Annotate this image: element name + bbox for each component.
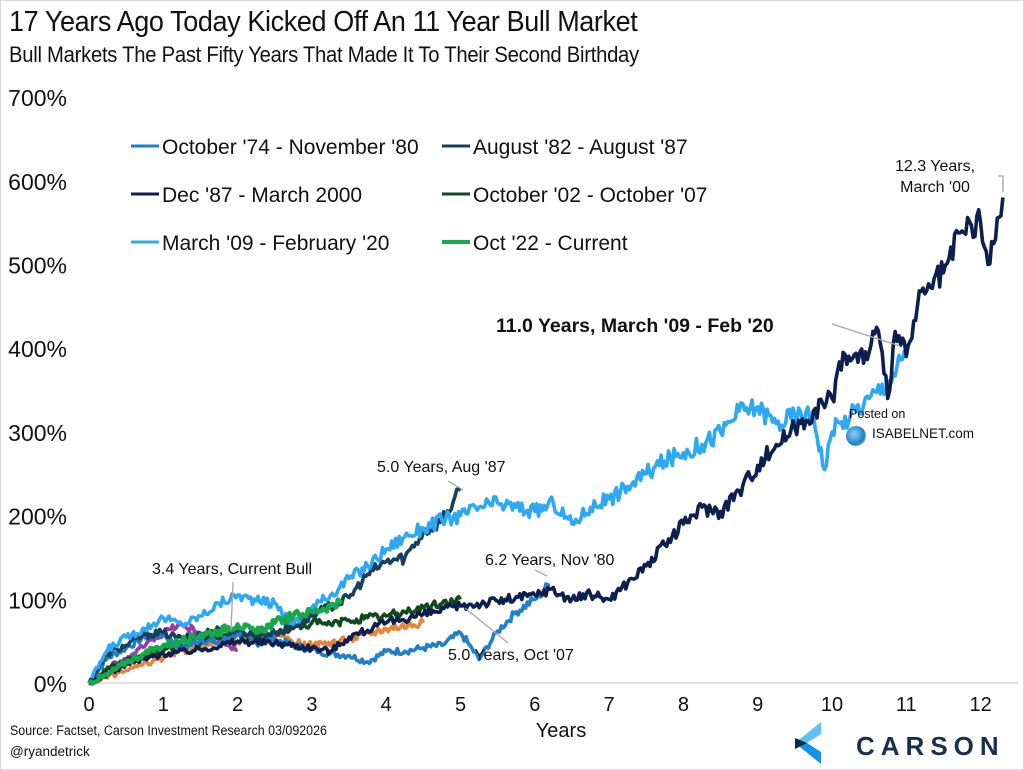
watermark: Posted on ISABELNET.com — [846, 407, 974, 446]
x-tick-label: 2 — [232, 694, 243, 716]
axes: 0%100%200%300%400%500%600%700%0 1 2 3 4 5 6 7 8 9… — [8, 85, 1018, 742]
legend-label: August '82 - August '87 — [473, 136, 688, 159]
annotation-label: 11.0 Years, March '09 - Feb '20 — [496, 315, 774, 337]
annotation-leader — [447, 480, 464, 491]
annotations: 12.3 Years, March '00 11.0 Years, March '0… — [152, 158, 1004, 664]
x-tick-label: 7 — [604, 694, 615, 716]
x-tick-label: 6 — [529, 694, 540, 716]
y-tick-label: 500% — [8, 253, 67, 279]
carson-logo-icon — [795, 722, 821, 764]
y-tick-label: 300% — [8, 420, 67, 446]
x-tick-label: 1 — [158, 694, 169, 716]
brand-name: CARSON — [856, 731, 1005, 761]
annotation-label: 5.0 Years, Aug '87 — [377, 459, 506, 476]
annotation-label: 5.0 Years, Oct '07 — [448, 647, 574, 664]
legend-label: Oct '22 - Current — [473, 232, 628, 255]
y-tick-label: 200% — [8, 504, 67, 530]
x-tick-label: 11 — [896, 694, 917, 716]
legend-label: October '02 - October '07 — [473, 184, 707, 207]
legend: October '74 - November '80 August '82 - A… — [131, 136, 707, 255]
series-line — [87, 197, 1005, 684]
annotation-leader — [464, 607, 509, 644]
annotation-leader — [230, 581, 234, 631]
annotation-leader — [831, 323, 901, 347]
y-tick-label: 100% — [8, 587, 67, 613]
x-axis-label: Years — [536, 720, 586, 742]
legend-label: Dec '87 - March 2000 — [162, 184, 362, 207]
annotation-leader — [998, 175, 1004, 192]
annotation-label: March '00 — [900, 179, 970, 196]
y-tick-label: 600% — [8, 169, 67, 195]
legend-label: October '74 - November '80 — [162, 136, 419, 159]
annotation-label: 6.2 Years, Nov '80 — [485, 552, 614, 569]
x-tick-label: 0 — [83, 694, 94, 716]
series-line — [87, 486, 462, 684]
legend-label: March '09 - February '20 — [162, 232, 389, 255]
annotation-label: 12.3 Years, — [895, 158, 975, 175]
series-group — [87, 197, 1005, 686]
author-handle: @ryandetrick — [10, 744, 90, 759]
chart-subtitle: Bull Markets The Past Fifty Years That M… — [9, 42, 639, 67]
series-line — [87, 349, 908, 685]
x-tick-label: 10 — [821, 694, 843, 716]
annotation-label: 3.4 Years, Current Bull — [152, 561, 312, 578]
series-line — [87, 597, 344, 686]
x-tick-label: 12 — [969, 694, 991, 716]
y-tick-label: 400% — [8, 336, 67, 362]
x-tick-label: 9 — [752, 694, 763, 716]
watermark-site: ISABELNET.com — [872, 426, 975, 441]
x-tick-label: 8 — [678, 694, 689, 716]
x-tick-label: 3 — [306, 694, 317, 716]
globe-icon — [846, 426, 866, 446]
x-tick-label: 4 — [381, 694, 392, 716]
source-note: Source: Factset, Carson Investment Resea… — [10, 723, 327, 738]
annotation-leader — [534, 569, 548, 577]
chart-title: 17 Years Ago Today Kicked Off An 11 Year… — [9, 6, 638, 38]
watermark-posted: Posted on — [849, 407, 906, 421]
y-tick-label: 0% — [34, 671, 67, 697]
x-tick-label: 5 — [455, 694, 466, 716]
y-tick-label: 700% — [8, 85, 67, 111]
